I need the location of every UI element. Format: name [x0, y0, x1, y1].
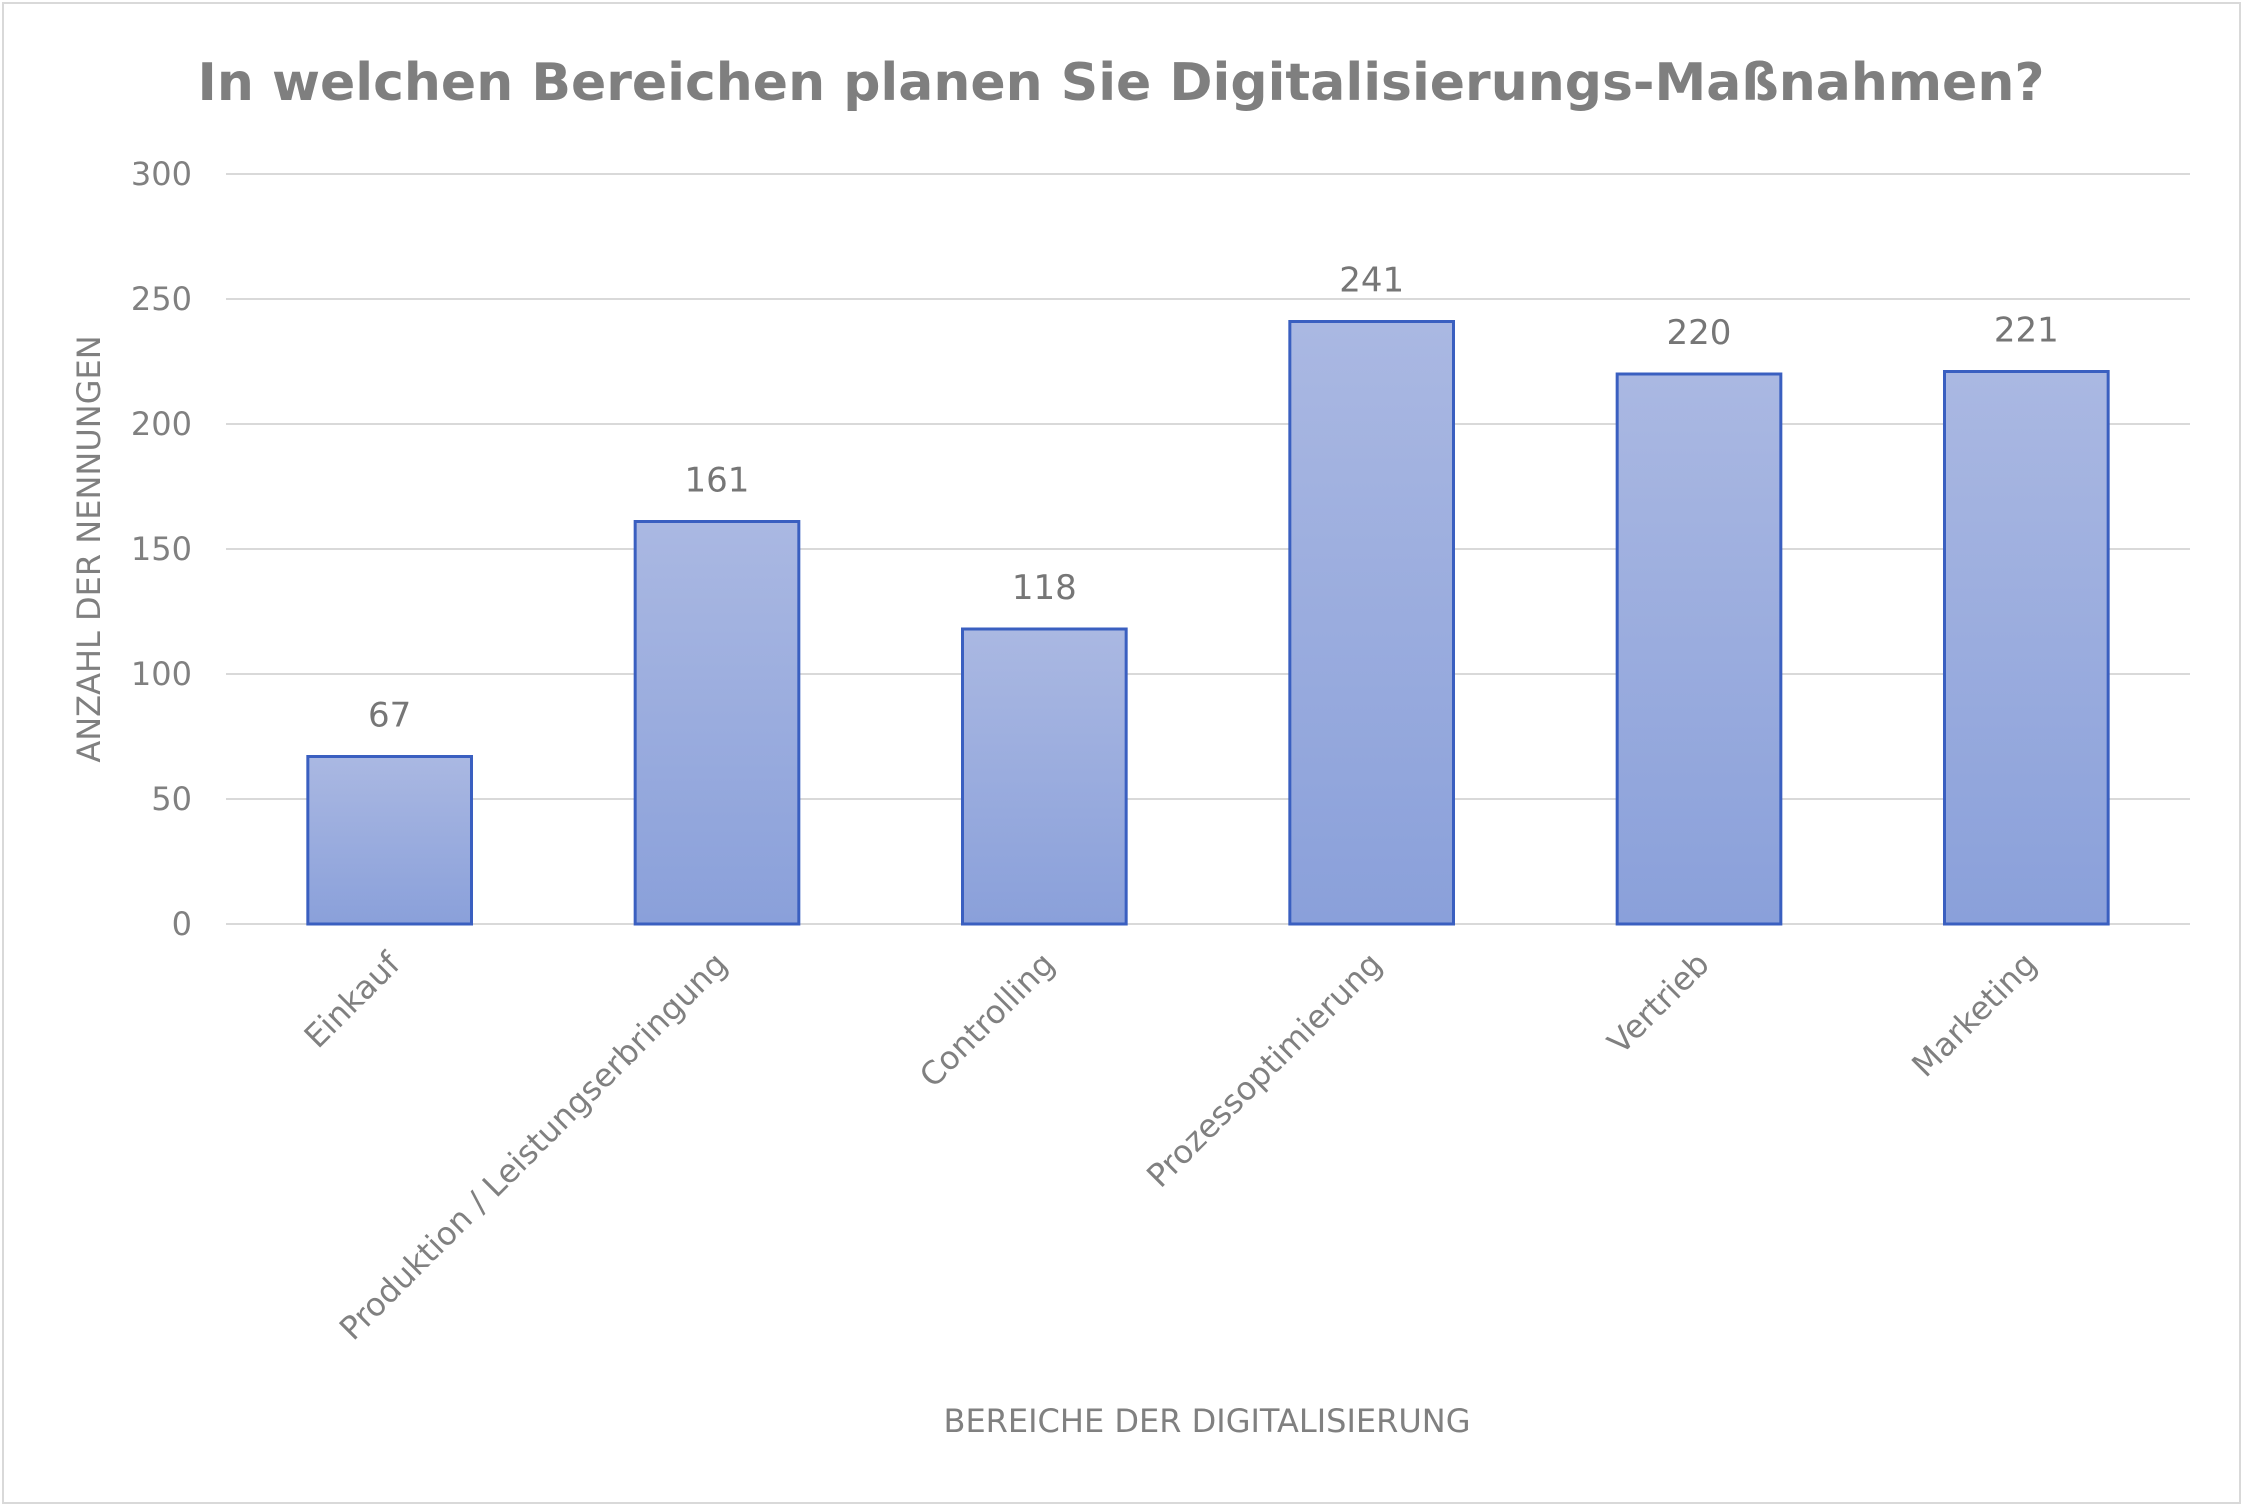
category-label: Vertrieb [1600, 945, 1717, 1062]
bar-chart: In welchen Bereichen planen Sie Digitali… [70, 53, 2190, 1440]
category-label: Prozessoptimierung [1139, 945, 1389, 1195]
bar [1943, 370, 2110, 926]
data-label: 241 [1339, 261, 1404, 301]
chart-title: In welchen Bereichen planen Sie Digitali… [197, 53, 2044, 113]
bar [633, 520, 801, 926]
y-tick-label: 200 [131, 405, 192, 443]
data-label: 161 [685, 461, 750, 501]
y-tick-label: 100 [131, 655, 192, 693]
y-axis-title: ANZAHL DER NENNUNGEN [70, 335, 108, 762]
bar [1288, 320, 1456, 926]
x-axis-title: BEREICHE DER DIGITALISIERUNG [943, 1402, 1470, 1440]
data-labels: 67 161 118 241 220 221 [368, 261, 2059, 736]
category-label: Produktion / Leistungserbringung [332, 945, 735, 1348]
data-label: 118 [1012, 568, 1077, 608]
category-label: Controlling [912, 945, 1062, 1095]
category-label: Marketing [1904, 945, 2044, 1085]
y-tick-label: 150 [131, 530, 192, 568]
data-label: 221 [1994, 311, 2059, 351]
bar [306, 755, 474, 926]
bar [961, 627, 1128, 926]
y-tick-label: 300 [131, 155, 192, 193]
bars [306, 320, 2110, 926]
data-label: 220 [1667, 313, 1732, 353]
category-label: Einkauf [297, 944, 408, 1055]
y-tick-label: 250 [131, 280, 192, 318]
y-tick-label: 0 [172, 905, 192, 943]
y-tick-labels: 0 50 100 150 200 250 300 [131, 155, 192, 943]
y-tick-label: 50 [151, 780, 192, 818]
data-label: 67 [368, 696, 411, 736]
bar [1615, 372, 1783, 926]
gridlines [226, 173, 2190, 925]
